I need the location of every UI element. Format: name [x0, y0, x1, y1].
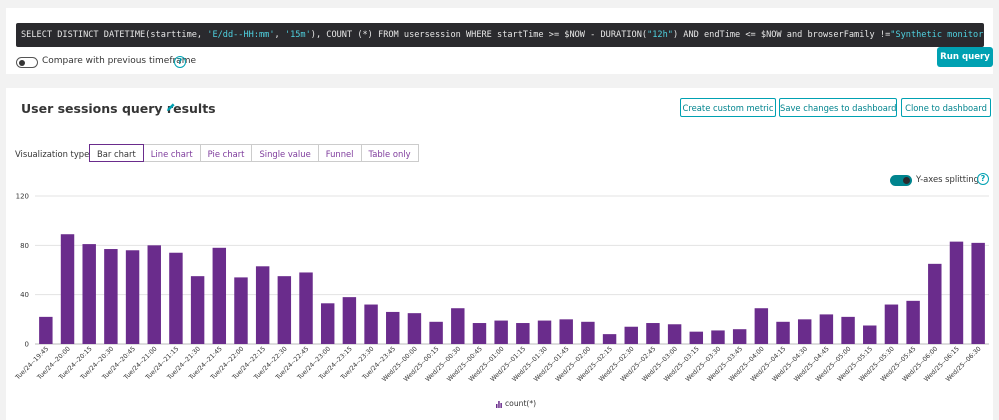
bar[interactable]	[104, 249, 118, 344]
bar[interactable]	[364, 304, 378, 344]
bar[interactable]	[125, 250, 140, 344]
bar[interactable]	[60, 234, 75, 344]
bar[interactable]	[841, 316, 855, 344]
bar[interactable]	[711, 330, 725, 344]
compare-toggle[interactable]	[16, 57, 38, 68]
query-text: ) AND endTime <= $NOW and browserFamily …	[672, 30, 891, 40]
bar[interactable]	[169, 252, 183, 344]
page-title: User sessions query results	[21, 101, 216, 116]
results-panel: User sessions query results Create custo…	[6, 88, 993, 420]
bar[interactable]	[429, 321, 443, 344]
tab-table-only[interactable]: Table only	[360, 144, 419, 162]
bar[interactable]	[949, 241, 964, 344]
bar[interactable]	[581, 321, 595, 344]
query-panel: SELECT DISTINCT DATETIME(starttime, 'E/d…	[6, 8, 993, 74]
viz-type-tabs: Bar chart Line chart Pie chart Single value…	[89, 144, 419, 162]
query-text: ,	[274, 30, 285, 40]
help-icon[interactable]: ?	[174, 56, 186, 68]
bar[interactable]	[667, 324, 682, 344]
tab-bar-chart[interactable]: Bar chart	[89, 144, 144, 162]
bar-chart-icon	[496, 400, 502, 408]
y-axes-split-label: Y-axes splitting	[916, 174, 980, 184]
help-icon[interactable]: ?	[977, 173, 989, 185]
bar[interactable]	[689, 331, 704, 344]
bar[interactable]	[82, 244, 96, 344]
bar[interactable]	[928, 263, 942, 344]
bar[interactable]	[299, 272, 313, 344]
y-axes-split-toggle[interactable]	[890, 175, 912, 186]
query-string-literal: 'E/dd--HH:mm'	[207, 30, 275, 40]
bar[interactable]	[494, 320, 508, 344]
clone-to-dashboard-button[interactable]: Clone to dashboard	[901, 98, 991, 117]
bar[interactable]	[39, 316, 53, 344]
query-string-literal: "12h"	[647, 30, 673, 40]
bar[interactable]	[255, 266, 270, 344]
tab-line-chart[interactable]: Line chart	[142, 144, 201, 162]
bar[interactable]	[646, 323, 660, 344]
bar[interactable]	[407, 313, 422, 344]
bar[interactable]	[472, 323, 487, 344]
bar[interactable]	[559, 319, 573, 344]
bar[interactable]	[602, 334, 617, 344]
pencil-icon[interactable]	[166, 102, 176, 112]
save-changes-button[interactable]: Save changes to dashboard	[779, 98, 897, 117]
y-tick-label: 40	[20, 291, 29, 299]
viz-types-label: Visualization types:	[15, 149, 97, 159]
chart-legend[interactable]: count(*)	[496, 399, 536, 408]
bar[interactable]	[516, 323, 530, 344]
bar[interactable]	[386, 311, 400, 344]
tab-pie-chart[interactable]: Pie chart	[199, 144, 253, 162]
bar[interactable]	[884, 304, 899, 344]
bar[interactable]	[277, 276, 292, 344]
bar[interactable]	[819, 314, 834, 344]
y-tick-label: 80	[20, 242, 29, 250]
bar[interactable]	[147, 245, 161, 344]
bar[interactable]	[732, 329, 747, 344]
bar[interactable]	[234, 277, 248, 344]
bar[interactable]	[863, 325, 877, 345]
bar-chart: 04080120Tue/24--19:45Tue/24--20:00Tue/24…	[14, 193, 989, 383]
bar[interactable]	[906, 300, 920, 344]
query-text: SELECT DISTINCT DATETIME(starttime,	[21, 30, 208, 40]
bar[interactable]	[537, 320, 552, 344]
bar[interactable]	[971, 242, 985, 344]
query-string-literal: "Synthetic monitor"	[890, 30, 984, 40]
query-string-literal: '15m'	[284, 30, 311, 40]
query-text: ), COUNT (*) FROM usersession WHERE star…	[310, 30, 648, 40]
legend-label: count(*)	[505, 399, 537, 408]
bar[interactable]	[212, 247, 227, 344]
bar[interactable]	[797, 319, 812, 344]
bar[interactable]	[451, 308, 465, 344]
compare-label: Compare with previous timeframe	[42, 56, 197, 66]
bar[interactable]	[342, 297, 357, 344]
y-tick-label: 120	[16, 193, 29, 201]
bar[interactable]	[754, 308, 769, 344]
bar[interactable]	[190, 276, 205, 344]
tab-funnel[interactable]: Funnel	[317, 144, 362, 162]
run-query-button[interactable]: Run query	[937, 47, 993, 67]
tab-single-value[interactable]: Single value	[251, 144, 319, 162]
query-editor[interactable]: SELECT DISTINCT DATETIME(starttime, 'E/d…	[16, 23, 984, 47]
bar[interactable]	[776, 321, 790, 344]
y-tick-label: 0	[25, 341, 29, 349]
create-custom-metric-button[interactable]: Create custom metric	[680, 98, 776, 117]
bar[interactable]	[624, 326, 638, 344]
bar[interactable]	[320, 303, 335, 344]
